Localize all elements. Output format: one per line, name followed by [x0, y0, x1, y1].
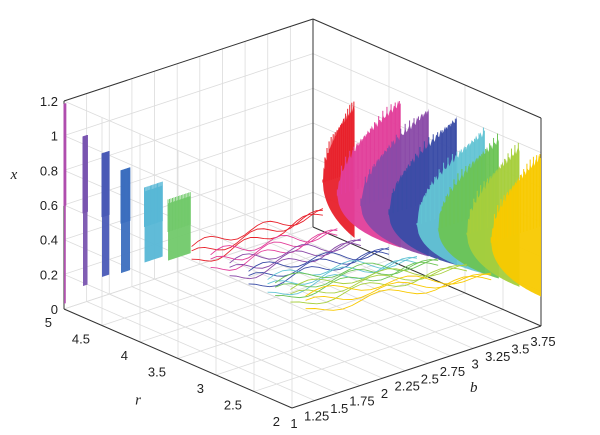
transient-curve	[229, 242, 361, 280]
box-edge	[312, 18, 542, 119]
transient-curve	[210, 232, 338, 271]
series-2	[101, 151, 110, 277]
grid-line	[63, 226, 314, 310]
transient-curve	[267, 256, 418, 285]
box-edge	[63, 308, 293, 409]
r-axis-label: r	[135, 393, 141, 409]
b-axis-label: b	[470, 380, 478, 396]
transient-curve	[248, 250, 390, 288]
b-tick-label: 2.25	[395, 379, 420, 394]
transient-curve	[305, 275, 492, 311]
b-tick-label: 1.5	[330, 401, 348, 416]
series-4	[144, 181, 163, 263]
transient-curve	[191, 213, 323, 262]
b-tick-label: 2.5	[421, 371, 439, 386]
x-tick-label: 0.8	[40, 163, 58, 178]
x-axis-label: x	[10, 167, 18, 183]
x-tick-label: 0.2	[40, 267, 58, 282]
box-edge	[63, 18, 314, 102]
transient-curve	[229, 239, 361, 269]
grid-line	[63, 135, 293, 236]
grid-line	[63, 100, 293, 201]
box-edge	[291, 325, 542, 409]
b-tick-label: 1.75	[349, 394, 374, 409]
transient-curve	[267, 259, 418, 296]
b-tick-label: 2.75	[440, 364, 465, 379]
transient-curve	[290, 264, 467, 295]
transient-curve	[191, 208, 324, 247]
r-tick-label: 4	[121, 348, 128, 363]
transient-curve	[305, 272, 492, 297]
transient-curve	[305, 273, 492, 301]
b-tick-label: 2	[381, 386, 388, 401]
r-tick-label: 2.5	[224, 398, 242, 413]
series-5	[167, 192, 191, 261]
bifurcation-band	[491, 155, 541, 297]
series-13	[305, 154, 541, 311]
b-tick-label: 1.25	[304, 409, 329, 424]
series-1	[82, 134, 88, 287]
transient-curve	[290, 263, 468, 290]
series-3	[120, 167, 131, 274]
x-tick-label: 1.2	[40, 94, 58, 109]
transient-curve	[290, 267, 468, 305]
grid-line	[63, 87, 314, 171]
x-tick-label: 0.4	[40, 233, 58, 248]
x-tick-label: 1	[51, 129, 58, 144]
b-tick-label: 3.25	[485, 349, 510, 364]
r-tick-label: 2	[273, 414, 280, 429]
grid-line	[215, 292, 466, 376]
b-tick-label: 3.5	[511, 341, 529, 356]
b-tick-label: 3.75	[530, 334, 555, 349]
transient-curve	[275, 261, 439, 299]
grid-line	[253, 309, 504, 392]
transient-curve	[248, 248, 389, 277]
grid-line	[139, 259, 390, 343]
transient-curve	[210, 228, 338, 256]
transient-curve	[275, 259, 439, 288]
b-tick-label: 3	[471, 356, 478, 371]
x-tick-label: 0.6	[40, 198, 58, 213]
grid-line	[101, 243, 352, 326]
series-0	[63, 103, 67, 304]
grid-line	[312, 53, 542, 154]
transient-curve	[274, 258, 439, 284]
grid-line	[63, 273, 293, 374]
grid-line	[63, 53, 314, 137]
b-tick-label: 1	[290, 416, 297, 431]
transient-curve	[210, 229, 338, 261]
r-tick-label: 5	[45, 315, 52, 330]
x-tick-label: 0	[51, 302, 58, 317]
r-tick-label: 4.5	[72, 332, 90, 347]
transient-curve	[248, 247, 390, 272]
transient-curve	[267, 255, 418, 280]
transient-curve	[191, 209, 323, 252]
transient-curve	[229, 238, 362, 264]
r-tick-label: 3.5	[148, 365, 166, 380]
r-tick-label: 3	[197, 381, 204, 396]
